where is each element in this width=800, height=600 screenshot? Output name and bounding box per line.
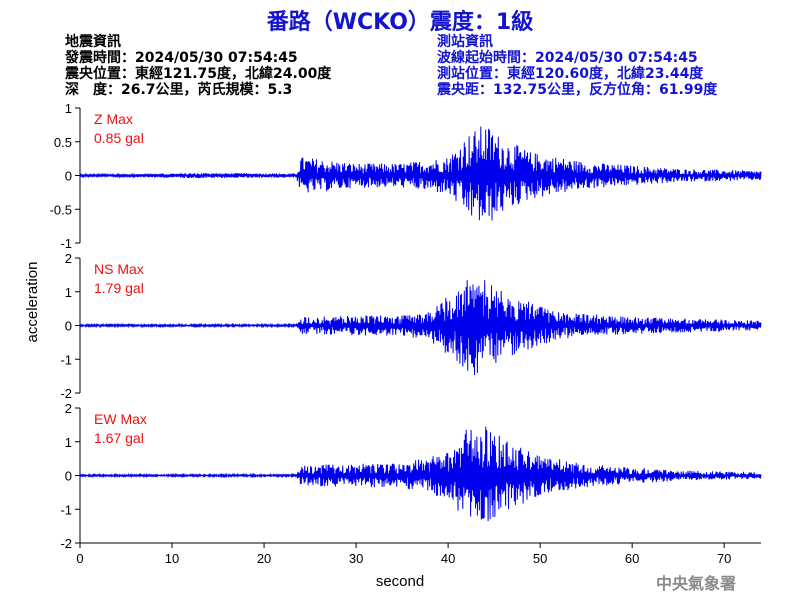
- x-tick-label: 50: [533, 551, 547, 566]
- station-info: 測站資訊 波線起始時間：2024/05/30 07:54:45 測站位置：東經1…: [437, 34, 717, 98]
- component-name: Z Max: [94, 111, 133, 127]
- y-tick-label: -2: [60, 386, 72, 401]
- y-tick-label: 0: [65, 469, 72, 484]
- x-tick-label: 10: [165, 551, 179, 566]
- x-tick-label: 60: [625, 551, 639, 566]
- max-value: 1.67 gal: [94, 430, 144, 446]
- y-tick-label: 0.5: [54, 135, 72, 150]
- page-title: 番路（WCKO）震度：1級: [266, 10, 534, 35]
- y-tick-label: 2: [65, 401, 72, 416]
- y-tick-label: 1: [65, 101, 72, 116]
- y-tick-label: 1: [65, 285, 72, 300]
- y-tick-label: -0.5: [50, 202, 72, 217]
- y-tick-label: -1: [60, 236, 72, 251]
- y-tick-label: -1: [60, 502, 72, 517]
- component-name: EW Max: [94, 411, 147, 427]
- epicentral-distance: 震央距：132.75公里，反方位角：61.99度: [437, 82, 718, 98]
- x-tick-label: 30: [349, 551, 363, 566]
- max-value: 1.79 gal: [94, 280, 144, 296]
- y-tick-label: -2: [60, 536, 72, 551]
- component-name: NS Max: [94, 261, 144, 277]
- x-tick-label: 20: [257, 551, 271, 566]
- watermark: 中央氣象署: [656, 574, 737, 593]
- x-tick-label: 70: [717, 551, 731, 566]
- y-tick-label: -1: [60, 352, 72, 367]
- y-axis-label: acceleration: [24, 262, 41, 343]
- epicenter: 震央位置：東經121.75度，北緯24.00度: [65, 66, 332, 82]
- waveform-trace: [79, 426, 762, 522]
- waveform-trace: [79, 280, 762, 376]
- event-info: 地震資訊 發震時間：2024/05/30 07:54:45 震央位置：東經121…: [65, 34, 331, 98]
- x-tick-label: 40: [441, 551, 455, 566]
- event-info-heading: 地震資訊: [65, 34, 121, 50]
- y-tick-label: 0: [65, 319, 72, 334]
- waveform-trace: [79, 126, 762, 221]
- y-tick-label: 0: [65, 169, 72, 184]
- y-tick-label: 2: [65, 251, 72, 266]
- wave-start-time: 波線起始時間：2024/05/30 07:54:45: [437, 50, 698, 66]
- max-value: 0.85 gal: [94, 130, 144, 146]
- station-location: 測站位置：東經120.60度，北緯23.44度: [437, 66, 704, 82]
- x-tick-label: 0: [76, 551, 83, 566]
- origin-time: 發震時間：2024/05/30 07:54:45: [65, 50, 298, 66]
- depth-magnitude: 深 度：26.7公里，芮氏規模：5.3: [65, 82, 293, 98]
- station-info-heading: 測站資訊: [437, 34, 493, 50]
- y-tick-label: 1: [65, 435, 72, 450]
- x-axis-label: second: [376, 573, 424, 590]
